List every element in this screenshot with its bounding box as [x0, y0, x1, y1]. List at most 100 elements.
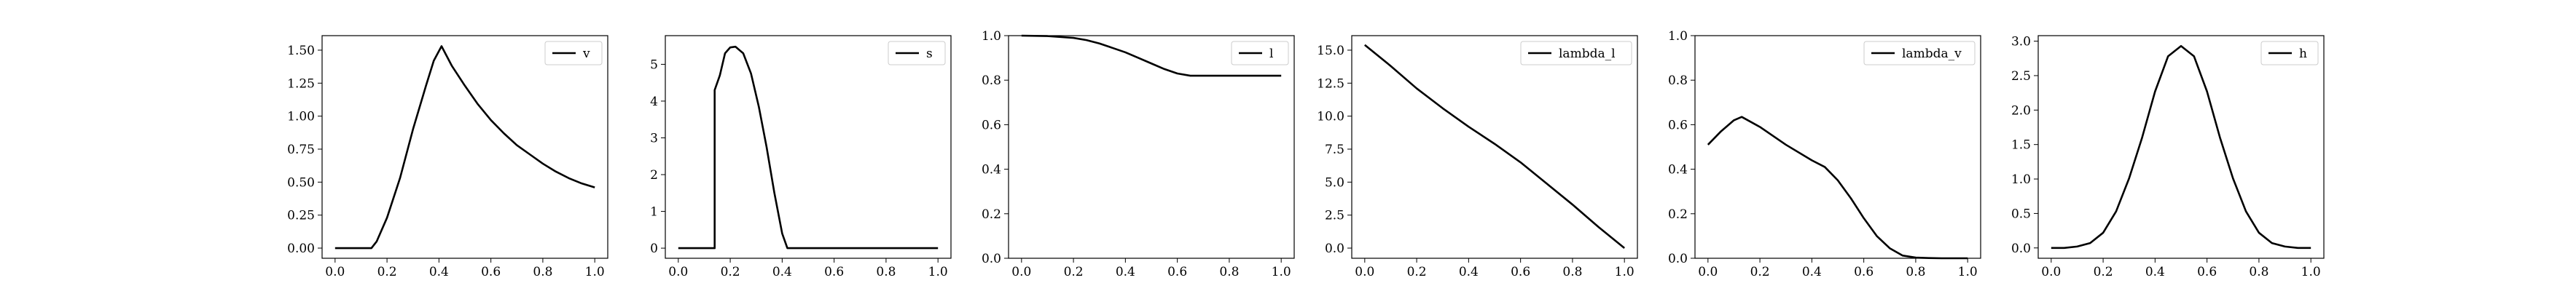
subplot-grid: 0.0 0.2 0.4 0.6 0.8 1.00.000.250.500.751.001.… [287, 29, 2325, 279]
legend: lambda_l [1520, 41, 1632, 65]
x-tick-label: 0.2 [721, 265, 740, 279]
y-tick-label: 1.0 [2011, 172, 2031, 187]
y-tick-label: 7.5 [1325, 143, 1344, 157]
y-tick-label: 0.0 [982, 252, 1001, 266]
x-tick-label: 0.0 [668, 265, 688, 279]
x-tick-label: 1.0 [1272, 265, 1291, 279]
x-tick-label: 0.4 [1802, 265, 1822, 279]
y-tick-label: 1.0 [1668, 29, 1688, 44]
y-tick-label: 4 [650, 95, 658, 109]
y-tick-label: 10.0 [1317, 110, 1344, 124]
legend-box [1520, 41, 1632, 65]
x-tick-label: 1.0 [1615, 265, 1635, 279]
subplot-4: 0.0 0.2 0.4 0.6 0.8 1.0 0.0 2.5 5.0 7.5 10.0 12.5 15… [1317, 35, 1638, 279]
legend-box [1863, 41, 1976, 65]
y-tick-label: 0 [650, 242, 658, 256]
subplot-2: 0.0 0.2 0.4 0.6 0.8 1.0 0 1 2 3 4 5 s [650, 35, 952, 279]
y-tick-label: 0.0 [2011, 242, 2031, 256]
y-tick-label: 0.8 [982, 73, 1001, 88]
x-tick-label: 0.0 [1698, 265, 1718, 279]
x-tick-label: 0.6 [1511, 265, 1530, 279]
x-tick-label: 0.4 [429, 265, 449, 279]
x-tick-label: 0.6 [1167, 265, 1187, 279]
x-tick-label: 0.6 [824, 265, 844, 279]
series-line [1707, 116, 1968, 260]
y-tick-label: 0.0 [1325, 242, 1344, 256]
x-tick-label: 0.4 [1116, 265, 1135, 279]
subplot-3: 0.0 0.2 0.4 0.6 0.8 1.0 0.0 0.2 0.4 0.6 0.8 1.0 l [982, 29, 1295, 279]
legend-label: lambda_v [1902, 47, 1962, 61]
y-tick-label: 1.0 [982, 29, 1001, 44]
y-tick-label: 1.25 [287, 76, 315, 91]
x-tick-label: 0.2 [377, 265, 397, 279]
x-tick-label: 0.8 [1219, 265, 1239, 279]
y-tick-label: 2.0 [2011, 103, 2031, 118]
x-tick-label: 0.4 [1459, 265, 1479, 279]
x-tick-label: 0.4 [772, 265, 792, 279]
y-tick-label: 2 [650, 168, 658, 183]
x-tick-label: 0.0 [325, 265, 345, 279]
axes-frame [1694, 35, 1981, 259]
y-tick-label: 2.5 [1325, 209, 1344, 223]
legend: h [2260, 41, 2319, 65]
series-line [678, 45, 939, 250]
subplot-6: 0.0 0.2 0.4 0.6 0.8 1.0 0.0 0.5 1.0 1.5 2.0 2.5 3.0 h [2011, 35, 2325, 279]
x-tick-label: 0.0 [1011, 265, 1031, 279]
legend: s [888, 41, 946, 65]
x-tick-label: 0.8 [533, 265, 552, 279]
y-tick-label: 3.0 [2011, 35, 2031, 49]
x-tick-label: 0.4 [2145, 265, 2165, 279]
y-tick-label: 0.8 [1668, 73, 1688, 88]
y-tick-label: 12.5 [1317, 76, 1344, 91]
x-tick-label: 0.0 [1355, 265, 1374, 279]
y-tick-label: 0.6 [1668, 118, 1688, 132]
x-tick-label: 0.8 [1906, 265, 1925, 279]
y-tick-label: 1 [650, 205, 658, 220]
y-tick-label: 0.4 [1668, 163, 1688, 178]
axes-frame [1351, 35, 1638, 259]
axes-frame [2037, 35, 2325, 259]
y-tick-label: 1.00 [287, 110, 315, 124]
x-tick-label: 0.0 [2041, 265, 2061, 279]
legend: lambda_v [1863, 41, 1976, 65]
x-tick-label: 1.0 [928, 265, 948, 279]
y-tick-label: 5 [650, 57, 658, 72]
series-line [2051, 44, 2311, 250]
y-tick-label: 0.2 [982, 207, 1001, 222]
y-tick-label: 0.75 [287, 143, 315, 157]
y-tick-label: 2.5 [2011, 69, 2031, 84]
axes-frame [1008, 35, 1295, 259]
legend-label: v [582, 47, 590, 61]
y-tick-label: 0.0 [1668, 252, 1688, 266]
x-tick-label: 1.0 [1958, 265, 1978, 279]
x-tick-label: 1.0 [585, 265, 605, 279]
y-tick-label: 0.25 [287, 209, 315, 223]
subplot-5: 0.0 0.2 0.4 0.6 0.8 1.0 0.0 0.2 0.4 0.6 0.8 1.0 lamb… [1668, 29, 1981, 279]
axes-frame [665, 35, 952, 259]
y-tick-label: 0.6 [982, 118, 1001, 132]
axes-frame [321, 35, 608, 259]
y-tick-label: 5.0 [1325, 175, 1344, 190]
subplot-1: 0.0 0.2 0.4 0.6 0.8 1.0 0.00 0.25 0.50 0.75 1.00 1.… [287, 35, 608, 279]
x-tick-label: 0.2 [1064, 265, 1084, 279]
x-tick-label: 0.8 [876, 265, 896, 279]
x-tick-label: 0.8 [2249, 265, 2268, 279]
legend-label: s [926, 47, 933, 61]
x-tick-label: 0.6 [1854, 265, 1874, 279]
x-tick-label: 0.2 [2094, 265, 2113, 279]
x-tick-label: 0.6 [2197, 265, 2217, 279]
y-tick-label: 0.00 [287, 242, 315, 256]
legend: v [544, 41, 603, 65]
y-tick-label: 0.50 [287, 175, 315, 190]
x-tick-label: 1.0 [2301, 265, 2321, 279]
legend-label: lambda_l [1559, 47, 1616, 61]
y-tick-label: 1.5 [2011, 138, 2031, 153]
legend-label: h [2299, 47, 2307, 61]
x-tick-label: 0.6 [481, 265, 501, 279]
x-tick-label: 0.8 [1562, 265, 1582, 279]
y-tick-label: 1.50 [287, 44, 315, 58]
series-line [1363, 44, 1626, 250]
x-tick-label: 0.2 [1407, 265, 1427, 279]
y-tick-label: 0.4 [982, 163, 1001, 178]
